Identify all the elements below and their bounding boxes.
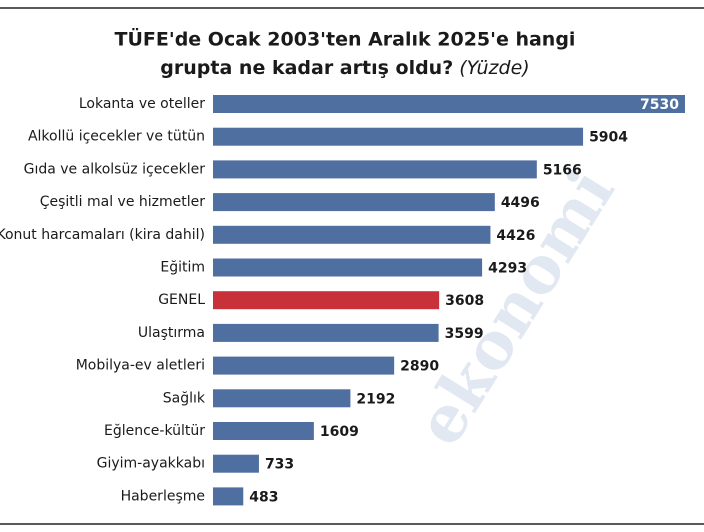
category-label: Alkollü içecekler ve tütün <box>28 129 205 145</box>
value-label: 3599 <box>445 326 484 342</box>
value-label: 4293 <box>488 261 527 277</box>
value-label: 4496 <box>501 195 540 211</box>
category-label: GENEL <box>158 292 205 308</box>
bar <box>213 193 495 212</box>
bar <box>213 323 439 342</box>
value-label: 4426 <box>496 228 535 244</box>
chart-title: TÜFE'de Ocak 2003'ten Aralık 2025'e hang… <box>115 27 576 51</box>
value-label: 3608 <box>445 293 484 309</box>
category-label: Sağlık <box>163 390 206 406</box>
category-label: Ulaştırma <box>138 325 205 341</box>
chart-title-line: grupta ne kadar artış oldu? (Yüzde) <box>160 57 529 79</box>
bar <box>213 95 685 113</box>
value-label: 1609 <box>320 424 359 440</box>
value-label: 2192 <box>356 391 395 407</box>
bar <box>213 389 351 408</box>
bar <box>213 487 244 506</box>
value-label: 7530 <box>640 97 679 113</box>
bar <box>213 127 584 146</box>
chart-title: grupta ne kadar artış oldu? <box>160 57 453 79</box>
bar <box>213 356 395 375</box>
bar <box>213 454 259 473</box>
value-label: 5904 <box>589 130 628 146</box>
bar <box>213 422 314 440</box>
value-label: 483 <box>249 489 278 505</box>
category-label: Konut harcamaları (kira dahil) <box>0 227 205 243</box>
category-label: Eğitim <box>160 260 205 276</box>
bar <box>213 291 440 310</box>
category-label: Mobilya-ev aletleri <box>76 358 205 374</box>
bar <box>213 225 491 244</box>
value-label: 5166 <box>543 162 582 178</box>
bar <box>213 160 537 179</box>
category-label: Eğlence-kültür <box>104 423 205 439</box>
category-label: Haberleşme <box>121 488 205 504</box>
value-label: 733 <box>265 457 294 473</box>
category-label: Lokanta ve oteller <box>79 96 205 112</box>
bar <box>213 258 483 277</box>
category-label: Çeşitli mal ve hizmetler <box>40 194 206 210</box>
category-label: Giyim-ayakkabı <box>97 456 205 472</box>
chart-subtitle: (Yüzde) <box>459 57 529 79</box>
value-label: 2890 <box>400 359 439 375</box>
category-label: Gıda ve alkolsüz içecekler <box>24 161 206 177</box>
